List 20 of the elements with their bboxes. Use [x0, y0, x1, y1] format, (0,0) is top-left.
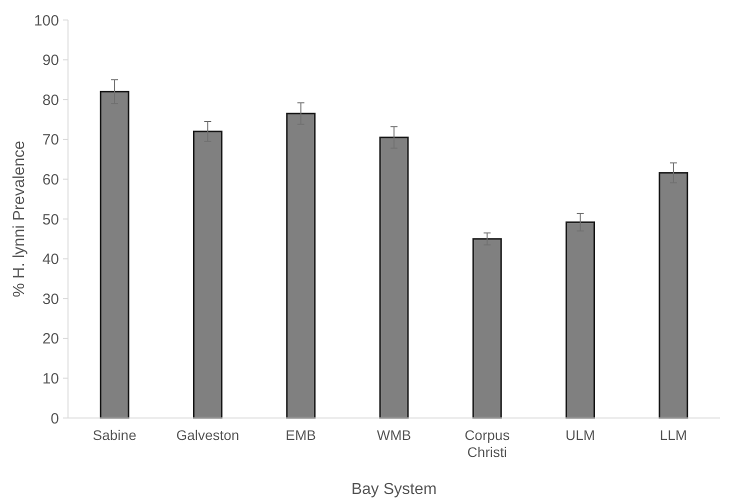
- y-tick-label: 80: [42, 92, 59, 109]
- y-tick-label: 40: [42, 251, 59, 268]
- x-tick-label: WMB: [376, 427, 412, 443]
- x-axis-title: Bay System: [351, 481, 437, 498]
- x-tick-label: Corpus Christi: [464, 427, 510, 460]
- x-tick-label: LLM: [660, 427, 688, 443]
- y-tick-label: 60: [42, 171, 59, 188]
- y-tick-label: 20: [42, 330, 59, 348]
- x-tick-label: ULM: [566, 427, 596, 443]
- x-tick-label: Galveston: [176, 427, 240, 443]
- y-tick-label: 30: [42, 290, 59, 308]
- y-axis-title: % H. lynni Prevalence: [11, 140, 28, 298]
- y-tick-label: 70: [42, 132, 59, 149]
- y-tick-label: 0: [50, 410, 59, 428]
- y-tick-label: 50: [42, 211, 59, 228]
- x-tick-label: EMB: [286, 427, 316, 443]
- y-tick-label: 90: [42, 52, 59, 70]
- y-tick-label: 100: [34, 12, 59, 30]
- x-tick-label: Sabine: [92, 427, 137, 443]
- y-tick-label: 10: [42, 370, 59, 388]
